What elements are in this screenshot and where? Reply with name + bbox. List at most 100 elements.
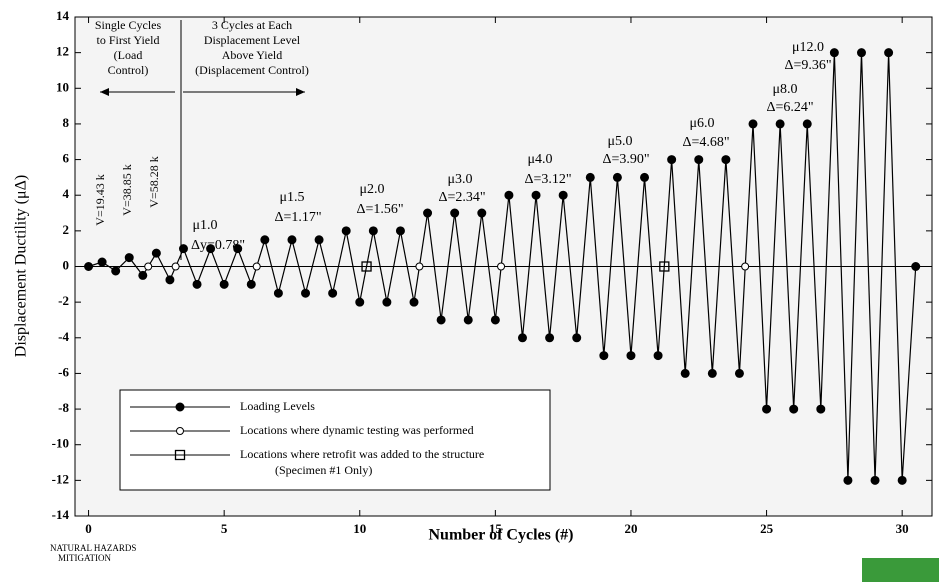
level-label: Δ=2.34" [438, 190, 485, 205]
y-tick-label: -12 [52, 471, 69, 486]
legend-label: (Specimen #1 Only) [275, 463, 372, 477]
marker [654, 352, 662, 360]
logo-text: MITIGATION [58, 553, 111, 563]
marker [342, 227, 350, 235]
level-label: Δ=1.17" [274, 210, 321, 225]
marker [708, 369, 716, 377]
level-label: Δ=4.68" [682, 135, 729, 150]
marker [844, 476, 852, 484]
marker [912, 263, 920, 271]
annotation: (Load [114, 48, 143, 62]
level-label: Δ=1.56" [356, 202, 403, 217]
marker [722, 156, 730, 164]
marker [410, 298, 418, 306]
marker [668, 156, 676, 164]
level-label: Δy=0.78" [191, 238, 245, 253]
y-tick-label: 0 [63, 257, 70, 272]
marker [586, 173, 594, 181]
marker [396, 227, 404, 235]
marker [315, 236, 323, 244]
marker [274, 289, 282, 297]
marker [627, 352, 635, 360]
marker [125, 254, 133, 262]
marker [253, 263, 260, 270]
marker [139, 271, 147, 279]
marker [803, 120, 811, 128]
level-label: μ1.0 [192, 218, 217, 233]
load-label: V=38.85 k [120, 164, 134, 215]
marker [369, 227, 377, 235]
y-axis-label: Displacement Ductility (μΔ) [13, 175, 30, 357]
annotation: Single Cycles [95, 18, 162, 32]
marker [98, 258, 106, 266]
y-tick-label: 8 [63, 115, 70, 130]
y-tick-label: 10 [56, 79, 69, 94]
marker [613, 173, 621, 181]
marker [518, 334, 526, 342]
marker [176, 403, 184, 411]
x-tick-label: 0 [85, 521, 92, 536]
marker [817, 405, 825, 413]
marker [437, 316, 445, 324]
level-label: μ2.0 [359, 182, 384, 197]
marker [749, 120, 757, 128]
y-tick-label: 12 [56, 44, 69, 59]
annotation: Displacement Level [204, 33, 301, 47]
marker [193, 280, 201, 288]
level-label: Δ=9.36" [784, 58, 831, 73]
level-label: μ6.0 [689, 116, 714, 131]
y-tick-label: 14 [56, 8, 70, 23]
marker [220, 280, 228, 288]
level-label: Δ=3.90" [602, 152, 649, 167]
logo-mark [862, 558, 939, 582]
x-tick-label: 25 [760, 521, 774, 536]
marker [177, 428, 184, 435]
marker [329, 289, 337, 297]
y-tick-label: 2 [63, 222, 70, 237]
level-label: Δ=3.12" [524, 172, 571, 187]
marker [505, 191, 513, 199]
x-tick-label: 5 [221, 521, 228, 536]
marker [424, 209, 432, 217]
annotation: 3 Cycles at Each [212, 18, 292, 32]
x-tick-label: 15 [489, 521, 503, 536]
level-label: μ8.0 [772, 82, 797, 97]
marker [288, 236, 296, 244]
marker [491, 316, 499, 324]
marker [695, 156, 703, 164]
x-tick-label: 10 [353, 521, 366, 536]
level-label: Δ=6.24" [766, 100, 813, 115]
annotation: (Displacement Control) [195, 63, 309, 77]
marker [735, 369, 743, 377]
marker [857, 49, 865, 57]
marker [885, 49, 893, 57]
marker [498, 263, 505, 270]
load-label: V=19.43 k [93, 174, 107, 225]
marker [871, 476, 879, 484]
marker [145, 263, 152, 270]
annotation: to First Yield [97, 33, 160, 47]
marker [112, 267, 120, 275]
legend-label: Loading Levels [240, 399, 315, 413]
marker [383, 298, 391, 306]
level-label: μ4.0 [527, 152, 552, 167]
chart: Number of Cycles (#) Displacement Ductil… [0, 0, 939, 582]
x-tick-label: 20 [624, 521, 637, 536]
marker [416, 263, 423, 270]
annotation: Control) [108, 63, 149, 77]
marker [172, 263, 179, 270]
marker [247, 280, 255, 288]
level-label: μ3.0 [447, 172, 472, 187]
marker [600, 352, 608, 360]
y-tick-label: -6 [58, 364, 69, 379]
marker [356, 298, 364, 306]
marker [478, 209, 486, 217]
marker [85, 263, 93, 271]
load-label: V=58.28 k [147, 156, 161, 207]
marker [898, 476, 906, 484]
y-tick-label: -8 [58, 400, 69, 415]
y-tick-label: 6 [63, 151, 70, 166]
marker [302, 289, 310, 297]
marker [464, 316, 472, 324]
y-tick-label: -2 [58, 293, 69, 308]
